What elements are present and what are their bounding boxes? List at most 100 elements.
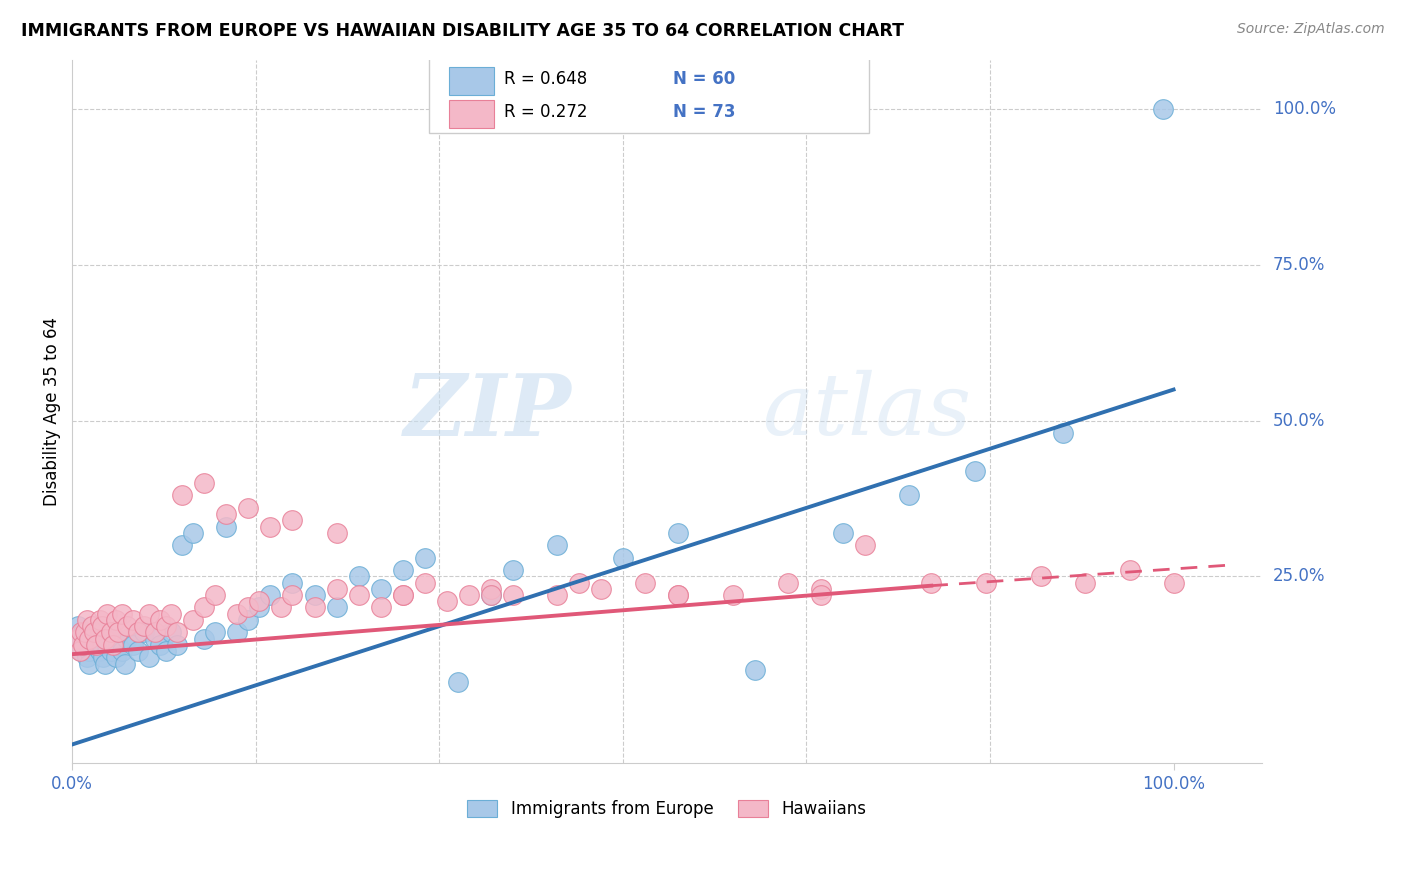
Point [215,519,238,533]
Point [193,632,215,646]
Point [204,588,226,602]
Point [325,525,347,540]
Point [546,538,568,552]
Point [70,644,93,658]
Point [94,632,117,646]
Point [107,625,129,640]
Point [281,588,304,602]
Point [107,638,129,652]
Point [721,588,744,602]
Point [127,625,149,640]
Point [155,644,177,658]
Point [391,588,413,602]
Point [193,475,215,490]
Point [1052,426,1074,441]
Point [69,644,91,658]
Point [143,625,166,640]
Point [138,607,160,621]
Point [172,488,194,502]
Point [1152,103,1174,117]
Point [479,582,502,596]
Point [83,638,105,652]
Point [479,588,502,602]
Point [413,575,436,590]
Point [66,619,89,633]
Point [546,588,568,602]
Point [94,657,117,671]
Point [259,588,281,602]
Point [105,613,128,627]
Point [83,625,105,640]
Point [86,638,108,652]
Point [121,638,143,652]
Point [347,588,370,602]
Point [1118,563,1140,577]
Point [778,575,800,590]
Point [589,582,612,596]
Point [75,625,97,640]
Point [86,625,108,640]
Point [920,575,942,590]
Text: N = 73: N = 73 [673,103,735,121]
Legend: Immigrants from Europe, Hawaiians: Immigrants from Europe, Hawaiians [461,794,873,825]
Point [91,638,114,652]
Point [634,575,657,590]
Point [347,569,370,583]
Point [249,600,271,615]
Point [391,563,413,577]
Point [249,594,271,608]
Point [111,607,134,621]
Point [127,644,149,658]
Point [270,600,292,615]
Point [132,625,155,640]
Y-axis label: Disability Age 35 to 64: Disability Age 35 to 64 [44,317,60,506]
FancyBboxPatch shape [429,53,869,134]
Text: R = 0.272: R = 0.272 [503,103,588,121]
Bar [450,67,495,95]
Point [413,550,436,565]
Point [105,650,128,665]
Point [160,607,183,621]
Point [1163,575,1185,590]
Point [502,588,524,602]
Point [100,625,122,640]
Text: 25.0%: 25.0% [1272,567,1326,585]
Point [226,625,249,640]
Point [281,513,304,527]
Point [304,600,326,615]
Point [1031,569,1053,583]
Point [479,588,502,602]
Point [238,600,260,615]
Text: 50.0%: 50.0% [1272,412,1324,430]
Point [204,625,226,640]
Point [965,463,987,477]
Point [810,588,832,602]
Point [96,607,118,621]
Point [89,613,111,627]
Point [149,638,172,652]
Point [325,582,347,596]
Point [238,500,260,515]
Point [72,625,94,640]
Text: N = 60: N = 60 [673,70,735,88]
Point [166,638,188,652]
Point [666,588,689,602]
Point [193,600,215,615]
Text: 100.0%: 100.0% [1272,101,1336,119]
Point [66,632,89,646]
Point [101,638,124,652]
Point [91,619,114,633]
Point [101,632,124,646]
Point [370,582,392,596]
Point [143,632,166,646]
Text: IMMIGRANTS FROM EUROPE VS HAWAIIAN DISABILITY AGE 35 TO 64 CORRELATION CHART: IMMIGRANTS FROM EUROPE VS HAWAIIAN DISAB… [21,22,904,40]
Point [810,582,832,596]
Point [132,619,155,633]
Point [80,619,103,633]
Point [183,613,205,627]
Point [76,613,98,627]
Point [325,600,347,615]
Point [76,650,98,665]
Point [100,644,122,658]
Point [304,588,326,602]
